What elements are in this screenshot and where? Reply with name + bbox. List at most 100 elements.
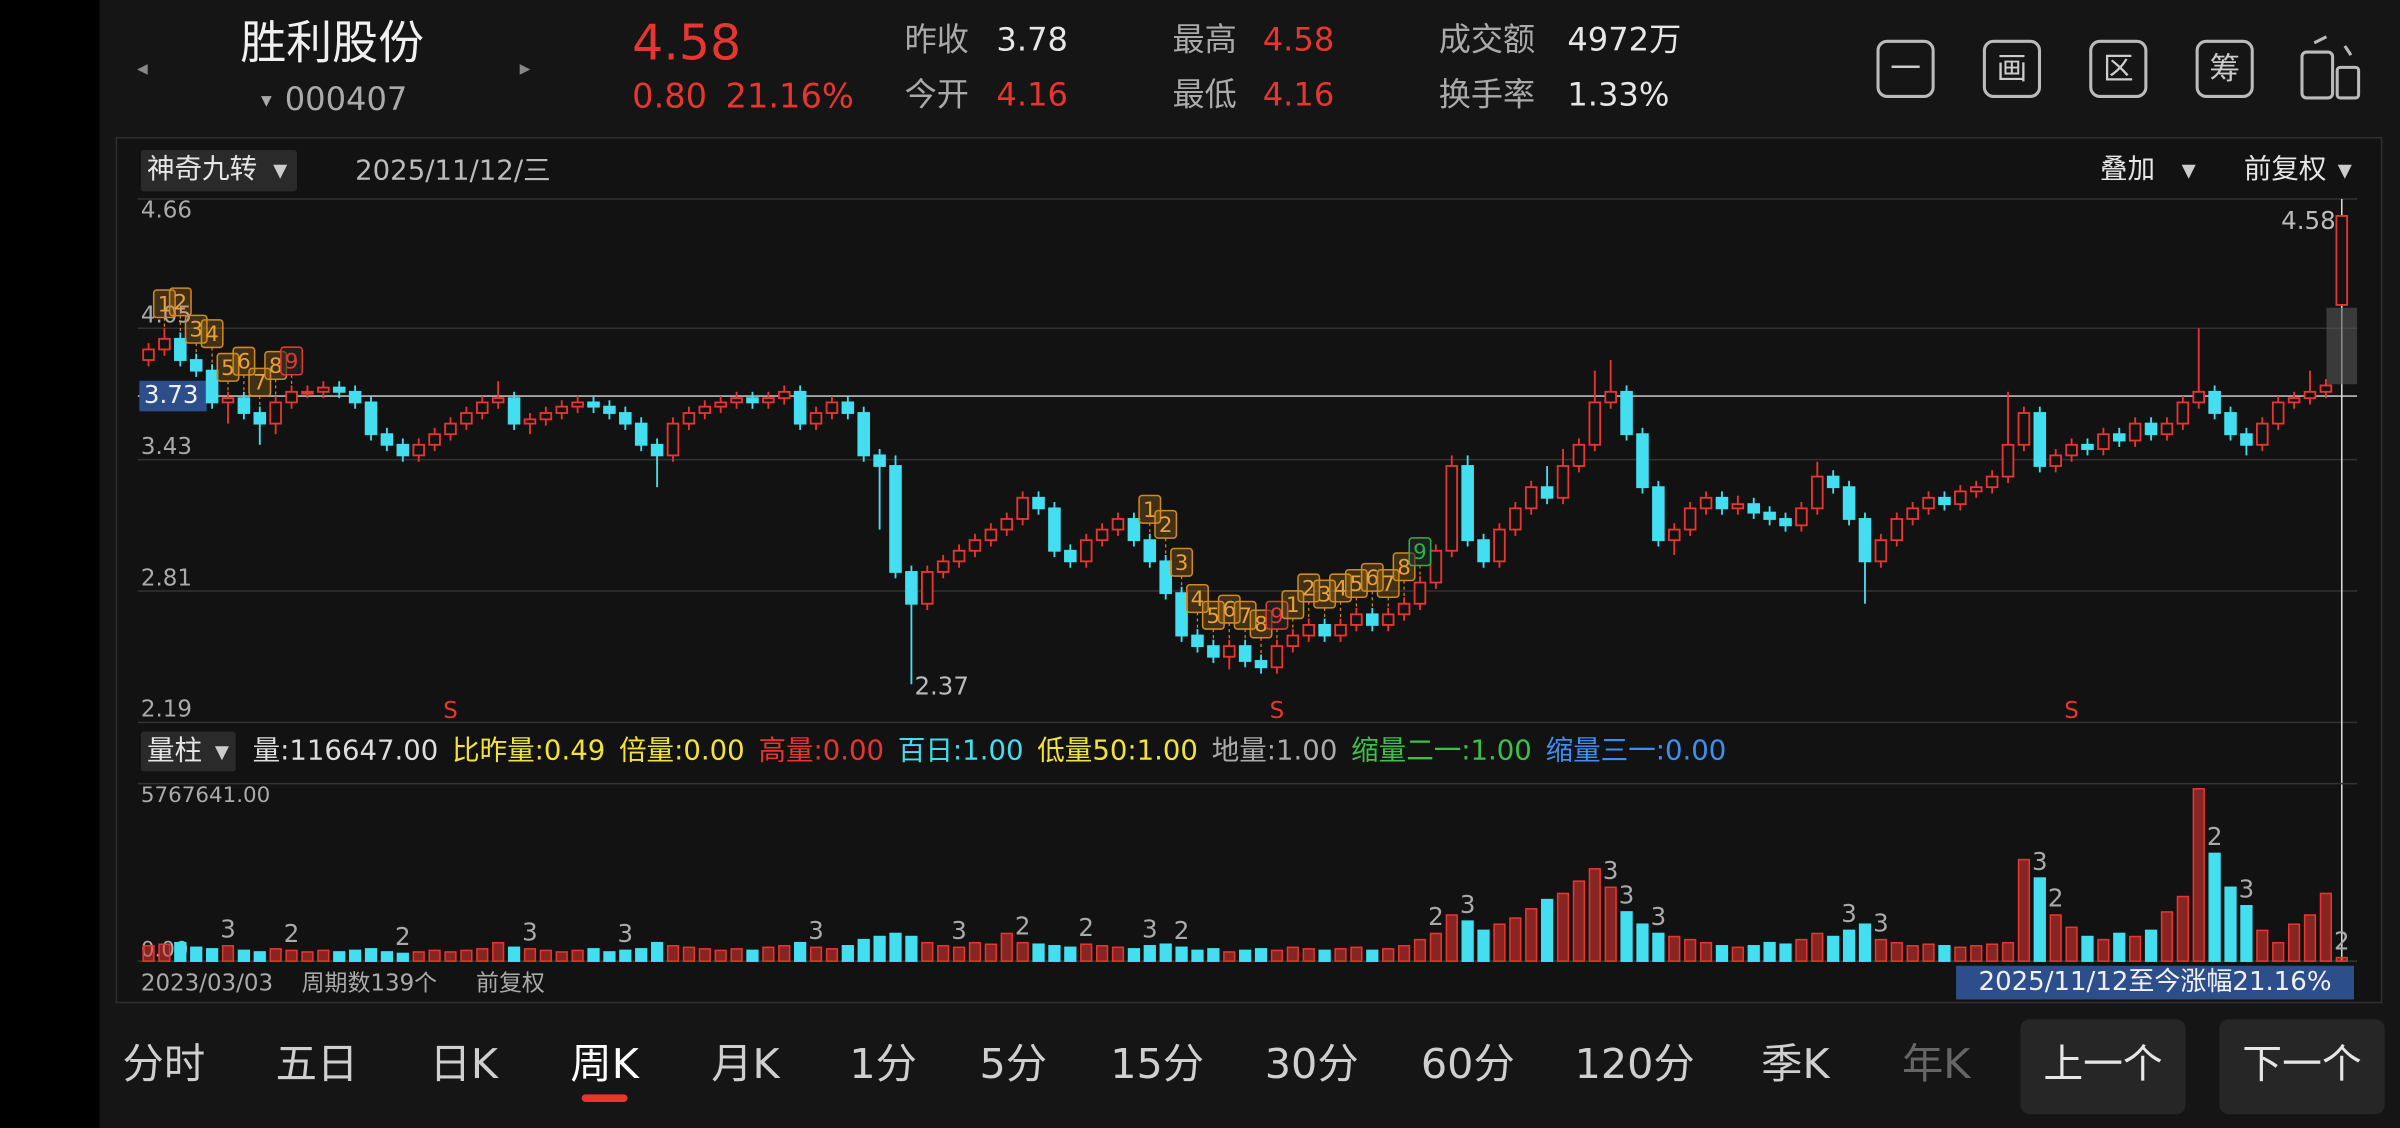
volume-bar xyxy=(555,951,568,962)
volume-bar xyxy=(937,945,950,962)
td-label: 7 xyxy=(1238,604,1252,629)
indicator-value: 百日:1.00 xyxy=(898,734,1024,766)
volume-mark: 3 xyxy=(1460,890,1476,919)
period-tab[interactable]: 季K xyxy=(1761,1040,1830,1088)
candle-body xyxy=(1445,465,1459,552)
candle-body xyxy=(1254,660,1268,669)
tool-icon[interactable] xyxy=(2089,39,2148,98)
candle-body xyxy=(2128,422,2142,442)
candle-body xyxy=(1397,602,1411,616)
period-tab[interactable]: 日K xyxy=(430,1040,499,1088)
volume-indicator-name[interactable]: 量柱 xyxy=(147,734,202,766)
volume-bar xyxy=(619,949,632,962)
period-tab[interactable]: 1分 xyxy=(849,1040,917,1088)
candle-body xyxy=(889,465,902,573)
period-tab[interactable]: 15分 xyxy=(1110,1040,1204,1088)
indicator-value: 量:116647.00 xyxy=(253,734,439,766)
candle-body xyxy=(285,390,298,404)
volume-bar xyxy=(1874,938,1887,962)
volume-select[interactable] xyxy=(140,731,236,772)
volume-bar xyxy=(1668,935,1681,962)
stat-value: 4.58 xyxy=(1263,20,1335,58)
tool-icon[interactable] xyxy=(1876,39,1935,98)
volume-mark: 2 xyxy=(395,922,411,951)
tool-icon-label[interactable]: 一 xyxy=(1890,52,1921,87)
period-tab[interactable]: 120分 xyxy=(1575,1040,1695,1088)
candle-body xyxy=(2240,433,2253,446)
volume-bar xyxy=(158,943,171,962)
crosshair-price-box xyxy=(139,380,207,412)
td-label: 2 xyxy=(174,290,188,315)
indicator-name[interactable]: 神奇九转 xyxy=(147,153,257,185)
tool-icon[interactable] xyxy=(1982,39,2042,98)
candle-body xyxy=(873,454,886,467)
candle-body xyxy=(2097,433,2110,450)
candle-body xyxy=(2160,422,2174,436)
candle-body xyxy=(1222,645,1236,658)
candle-body xyxy=(857,412,870,457)
volume-bar xyxy=(2017,858,2031,962)
next-button-label[interactable]: 下一个 xyxy=(2242,1041,2361,1087)
td-label: 3 xyxy=(1318,583,1332,608)
overlay-button[interactable]: 叠加 xyxy=(2100,153,2155,185)
tool-icon-label[interactable]: 筹 xyxy=(2209,52,2240,87)
volume-bar xyxy=(1191,949,1204,962)
prev-button-label[interactable]: 上一个 xyxy=(2043,1041,2162,1087)
volume-bar xyxy=(1445,914,1458,962)
candle-body xyxy=(1715,496,1729,510)
volume-bar xyxy=(1906,945,1919,962)
period-tab[interactable]: 月K xyxy=(711,1040,780,1088)
volume-bar xyxy=(762,946,775,962)
period-tab[interactable]: 60分 xyxy=(1421,1040,1515,1088)
candle-body xyxy=(2335,215,2349,306)
volume-bar xyxy=(778,945,791,962)
volume-bar xyxy=(1795,938,1808,962)
volume-bar xyxy=(921,941,934,962)
period-tab[interactable]: 年K xyxy=(1902,1040,1971,1088)
volume-bar xyxy=(1842,929,1856,962)
volume-bar xyxy=(174,941,187,962)
tool-icon-label[interactable]: 画 xyxy=(1997,52,2028,87)
cursor-date: 2025/11/12/三 xyxy=(355,154,550,186)
period-tab[interactable]: 五日 xyxy=(276,1040,359,1088)
indicator-select[interactable] xyxy=(140,149,297,192)
period-tab[interactable]: 分时 xyxy=(123,1040,206,1088)
td-label: 5 xyxy=(1207,604,1221,629)
period-tab[interactable]: 30分 xyxy=(1265,1040,1359,1088)
indicator-value: 高量:0.00 xyxy=(758,734,884,766)
adjust-button[interactable]: 前复权 xyxy=(2244,153,2327,185)
tool-icon-label[interactable]: 区 xyxy=(2103,52,2134,87)
period-tab[interactable]: 周K xyxy=(570,1040,639,1088)
candle-body xyxy=(1969,486,1983,493)
chart-frame xyxy=(115,136,2383,1004)
volume-bar xyxy=(1429,932,1442,962)
volume-bar xyxy=(889,932,902,962)
phone-icon[interactable] xyxy=(2300,35,2361,100)
tool-icon[interactable] xyxy=(2195,39,2254,98)
volume-bar xyxy=(1477,929,1490,962)
td-label: 3 xyxy=(189,318,203,343)
td-box xyxy=(1154,509,1178,539)
candle-body xyxy=(1366,613,1379,626)
volume-bar xyxy=(142,945,155,962)
stat-value: 3.78 xyxy=(996,20,1068,58)
td-label: 8 xyxy=(269,354,283,379)
candle-body xyxy=(682,412,696,425)
range-gain: 2025/11/12至今涨幅21.16% xyxy=(1979,967,2332,997)
candle-body xyxy=(666,422,680,457)
candle-body xyxy=(1636,433,1649,489)
volume-bar xyxy=(2176,895,2189,962)
period-tab[interactable]: 5分 xyxy=(979,1040,1047,1088)
next-stock-arrow[interactable]: ▸ xyxy=(520,56,531,81)
candle-body xyxy=(1381,613,1395,626)
candle-body xyxy=(1795,507,1808,527)
td-label: 1 xyxy=(1286,593,1300,618)
candle-body xyxy=(1286,634,1300,648)
next-button[interactable] xyxy=(2219,1019,2385,1115)
volume-bar xyxy=(2319,892,2333,962)
candle-body xyxy=(2319,384,2333,393)
candle-body xyxy=(2033,412,2047,467)
volume-bar xyxy=(1080,943,1093,962)
prev-stock-arrow[interactable]: ◂ xyxy=(137,56,148,81)
prev-button[interactable] xyxy=(2020,1019,2186,1115)
